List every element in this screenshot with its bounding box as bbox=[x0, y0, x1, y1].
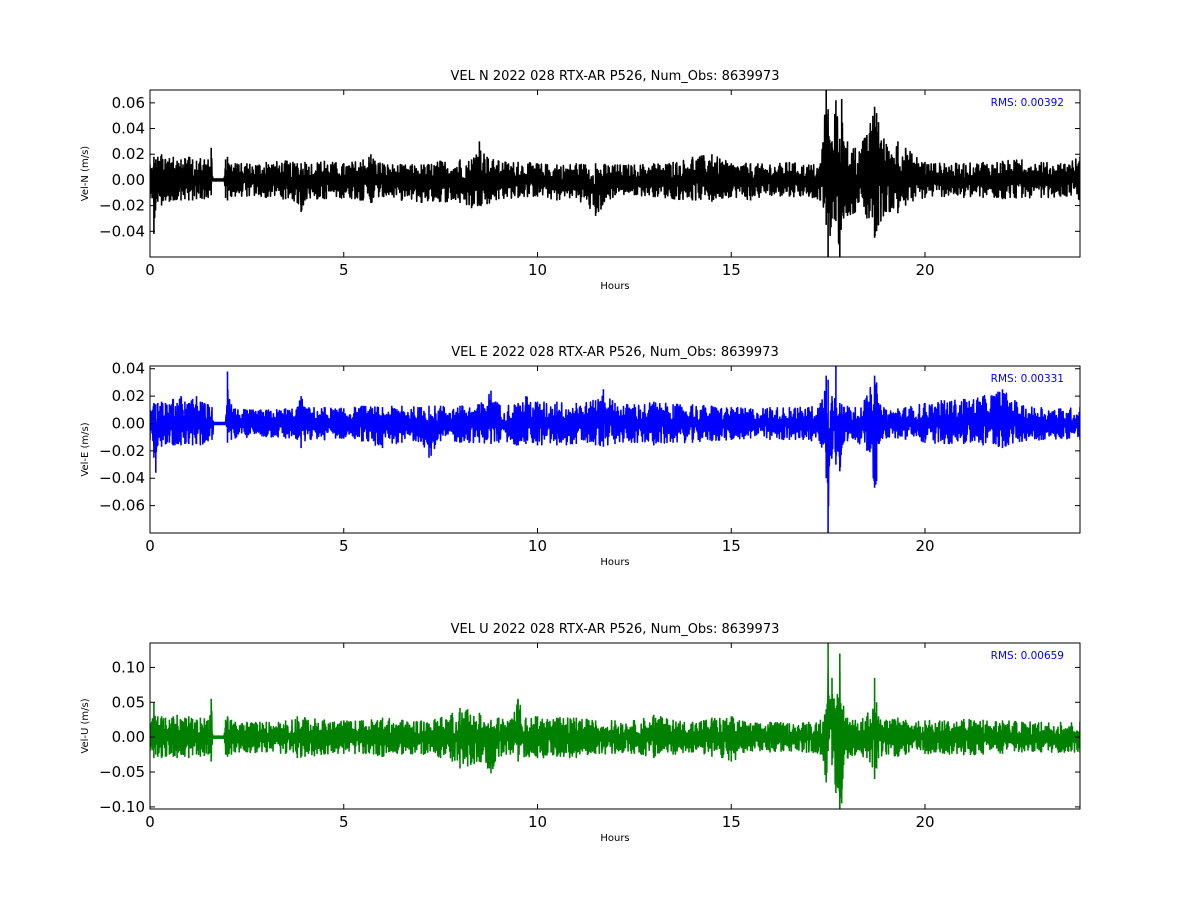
y-axis-label-north: Vel-N (m/s) bbox=[80, 146, 91, 201]
y-tick-label-east-3: 0.00 bbox=[112, 414, 145, 432]
x-tick-label-north-0: 0 bbox=[145, 261, 155, 279]
y-tick-label-north-3: 0.02 bbox=[112, 145, 145, 163]
y-tick-label-up-4: 0.10 bbox=[112, 658, 145, 676]
y-tick-label-north-5: 0.06 bbox=[112, 94, 145, 112]
x-axis-label-east: Hours bbox=[600, 557, 629, 568]
x-tick-label-up-0: 0 bbox=[145, 813, 155, 831]
panel-north: 0 5 10 15 20 −0.04 −0.02 0.00 0.02 0.04 0.06 VEL N … bbox=[80, 69, 1081, 292]
x-tick-label-east-20: 20 bbox=[915, 537, 934, 555]
x-tick-label-north-5: 5 bbox=[339, 261, 349, 279]
x-tick-label-east-5: 5 bbox=[339, 537, 349, 555]
y-tick-label-east-1: −0.04 bbox=[99, 469, 145, 487]
y-tick-label-up-0: −0.10 bbox=[99, 798, 145, 816]
x-tick-label-up-5: 5 bbox=[339, 813, 349, 831]
plot-frame-up bbox=[149, 642, 1081, 810]
x-tick-label-east-10: 10 bbox=[528, 537, 547, 555]
plot-frame-north bbox=[149, 89, 1081, 258]
rms-annotation-up: RMS: 0.00659 bbox=[991, 650, 1064, 662]
y-tick-label-up-2: 0.00 bbox=[112, 728, 145, 746]
y-tick-label-east-4: 0.02 bbox=[112, 387, 145, 405]
x-tick-label-north-15: 15 bbox=[722, 261, 741, 279]
y-tick-label-east-2: −0.02 bbox=[99, 442, 145, 460]
x-axis-label-north: Hours bbox=[600, 281, 629, 292]
y-tick-label-up-1: −0.05 bbox=[99, 763, 145, 781]
panels: 0 5 10 15 20 −0.04 −0.02 0.00 0.02 0.04 0.06 VEL N … bbox=[80, 69, 1081, 844]
x-tick-label-north-10: 10 bbox=[528, 261, 547, 279]
y-tick-label-up-3: 0.05 bbox=[112, 693, 145, 711]
chart-title-east: VEL E 2022 028 RTX-AR P526, Num_Obs: 863… bbox=[451, 345, 778, 360]
rms-annotation-east: RMS: 0.00331 bbox=[991, 373, 1064, 385]
x-tick-label-north-20: 20 bbox=[915, 261, 934, 279]
y-tick-label-east-5: 0.04 bbox=[112, 360, 145, 378]
panel-east: 0 5 10 15 20 −0.06 −0.04 −0.02 0.00 0.02 0.04 VEL E… bbox=[80, 345, 1081, 568]
x-tick-label-up-10: 10 bbox=[528, 813, 547, 831]
x-axis-label-up: Hours bbox=[600, 833, 629, 844]
x-tick-label-east-0: 0 bbox=[145, 537, 155, 555]
y-tick-label-north-2: 0.00 bbox=[112, 171, 145, 189]
plot-frame-east bbox=[149, 365, 1081, 534]
y-tick-label-north-1: −0.02 bbox=[99, 197, 145, 215]
y-axis-label-east: Vel-E (m/s) bbox=[80, 422, 91, 476]
panel-up: 0 5 10 15 20 −0.10 −0.05 0.00 0.05 0.10 VEL U 2022… bbox=[80, 622, 1081, 844]
x-tick-label-east-15: 15 bbox=[722, 537, 741, 555]
chart-title-north: VEL N 2022 028 RTX-AR P526, Num_Obs: 863… bbox=[451, 69, 780, 84]
y-tick-label-north-0: −0.04 bbox=[99, 222, 145, 240]
y-tick-label-east-0: −0.06 bbox=[99, 497, 145, 515]
x-tick-label-up-15: 15 bbox=[722, 813, 741, 831]
y-tick-label-north-4: 0.04 bbox=[112, 120, 145, 138]
y-axis-label-up: Vel-U (m/s) bbox=[80, 698, 91, 753]
rms-annotation-north: RMS: 0.00392 bbox=[991, 97, 1064, 109]
chart-title-up: VEL U 2022 028 RTX-AR P526, Num_Obs: 863… bbox=[451, 622, 780, 637]
x-tick-label-up-20: 20 bbox=[915, 813, 934, 831]
